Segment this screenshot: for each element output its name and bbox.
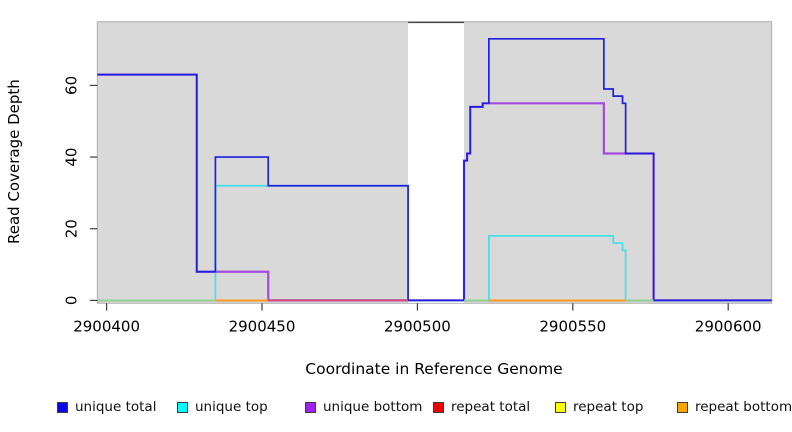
legend-label: repeat bottom <box>695 399 792 415</box>
x-axis-title: Coordinate in Reference Genome <box>305 360 563 378</box>
legend-item-repeat-total: repeat total <box>433 400 530 415</box>
legend-label: unique top <box>195 399 268 415</box>
repeat-bottom-swatch-icon <box>677 402 688 413</box>
coverage-gap-band <box>408 22 465 303</box>
unique-top-swatch-icon <box>177 402 188 413</box>
y-tick-label: 20 <box>62 219 80 238</box>
legend-label: repeat total <box>451 399 531 415</box>
series-unique-top <box>97 184 772 302</box>
x-tick-label: 2900400 <box>73 317 140 335</box>
legend-label: unique bottom <box>323 399 423 415</box>
unique-total-swatch-icon <box>57 402 68 413</box>
repeat-top-swatch-icon <box>555 402 566 413</box>
unique-bottom-swatch-icon <box>305 402 316 413</box>
legend-item-unique-top: unique top <box>177 400 268 415</box>
x-tick-label: 2900600 <box>695 317 762 335</box>
y-tick-label: 60 <box>62 76 80 95</box>
y-tick-label: 0 <box>62 296 80 306</box>
y-tick-label: 40 <box>62 148 80 167</box>
repeat-total-swatch-icon <box>433 402 444 413</box>
x-tick-label: 2900450 <box>229 317 296 335</box>
x-tick-label: 2900550 <box>539 317 606 335</box>
legend-item-repeat-bottom: repeat bottom <box>677 400 792 415</box>
y-axis-title: Read Coverage Depth <box>5 79 23 244</box>
series-unique-total <box>97 37 772 302</box>
legend-item-unique-bottom: unique bottom <box>305 400 422 415</box>
x-tick-label: 2900500 <box>384 317 451 335</box>
legend-label: repeat top <box>573 399 644 415</box>
legend-item-unique-total: unique total <box>57 400 156 415</box>
legend-label: unique total <box>75 399 157 415</box>
legend-item-repeat-top: repeat top <box>555 400 643 415</box>
